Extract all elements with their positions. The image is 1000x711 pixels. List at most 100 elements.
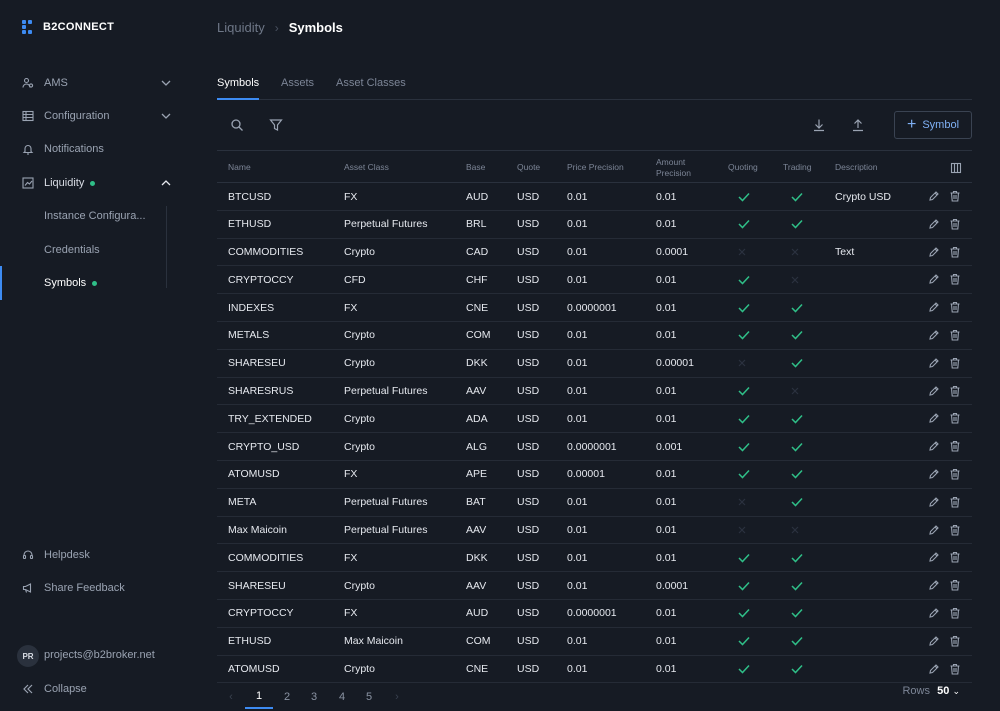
delete-icon[interactable] — [949, 551, 961, 563]
sidebar-item-configuration[interactable]: Configuration — [0, 101, 192, 131]
table-row[interactable]: ATOMUSD Crypto CNE USD 0.01 0.01 — [217, 656, 972, 684]
avatar[interactable]: PR — [17, 645, 39, 667]
page-5-button[interactable]: 5 — [365, 691, 373, 703]
sidebar-item-ams[interactable]: AMS — [0, 68, 192, 98]
column-header-quote[interactable]: Quote — [517, 162, 541, 172]
delete-icon[interactable] — [949, 496, 961, 508]
delete-icon[interactable] — [949, 301, 961, 313]
delete-icon[interactable] — [949, 273, 961, 285]
chart-icon — [22, 177, 34, 189]
edit-icon[interactable] — [928, 496, 940, 508]
table-row[interactable]: Max Maicoin Perpetual Futures AAV USD 0.01 0.… — [217, 517, 972, 545]
sidebar-item-notifications[interactable]: Notifications — [0, 134, 192, 164]
chevron-down-icon[interactable] — [160, 77, 172, 89]
rows-per-page-value: 50 — [937, 685, 950, 697]
column-header-name[interactable]: Name — [228, 162, 251, 172]
table-row[interactable]: SHARESEU Crypto DKK USD 0.01 0.00001 — [217, 350, 972, 378]
user-email[interactable]: projects@b2broker.net — [44, 649, 155, 661]
edit-icon[interactable] — [928, 607, 940, 619]
sidebar-item-share-feedback[interactable]: Share Feedback — [0, 573, 192, 603]
edit-icon[interactable] — [928, 551, 940, 563]
page-4-button[interactable]: 4 — [338, 691, 346, 703]
upload-icon[interactable] — [850, 117, 866, 133]
chevron-down-icon[interactable] — [160, 110, 172, 122]
brand-logo[interactable]: B2CONNECT — [22, 20, 114, 34]
edit-icon[interactable] — [928, 301, 940, 313]
table-row[interactable]: SHARESEU Crypto AAV USD 0.01 0.0001 — [217, 572, 972, 600]
delete-icon[interactable] — [949, 663, 961, 675]
search-icon[interactable] — [229, 117, 245, 133]
table-row[interactable]: METALS Crypto COM USD 0.01 0.01 — [217, 322, 972, 350]
column-header-trading[interactable]: Trading — [783, 162, 812, 172]
edit-icon[interactable] — [928, 440, 940, 452]
table-row[interactable]: SHARESRUS Perpetual Futures AAV USD 0.01 0.01 — [217, 378, 972, 406]
delete-icon[interactable] — [949, 218, 961, 230]
download-icon[interactable] — [811, 117, 827, 133]
edit-icon[interactable] — [928, 468, 940, 480]
delete-icon[interactable] — [949, 385, 961, 397]
table-row[interactable]: TRY_EXTENDED Crypto ADA USD 0.01 0.01 — [217, 405, 972, 434]
sidebar-subitem-symbols[interactable]: Symbols — [0, 268, 192, 298]
edit-icon[interactable] — [928, 218, 940, 230]
table-row[interactable]: META Perpetual Futures BAT USD 0.01 0.01 — [217, 489, 972, 517]
prev-page-icon[interactable]: ‹ — [229, 691, 233, 703]
delete-icon[interactable] — [949, 190, 961, 202]
sidebar-subitem-instance-configuration[interactable]: Instance Configura... — [0, 201, 192, 231]
filter-icon[interactable] — [268, 117, 284, 133]
delete-icon[interactable] — [949, 329, 961, 341]
delete-icon[interactable] — [949, 440, 961, 452]
delete-icon[interactable] — [949, 412, 961, 424]
column-header-quoting[interactable]: Quoting — [728, 162, 758, 172]
column-header-price-precision[interactable]: Price Precision — [567, 162, 624, 172]
delete-icon[interactable] — [949, 607, 961, 619]
tab-asset-classes[interactable]: Asset Classes — [336, 77, 406, 89]
edit-icon[interactable] — [928, 273, 940, 285]
sidebar-item-helpdesk[interactable]: Helpdesk — [0, 540, 192, 570]
edit-icon[interactable] — [928, 385, 940, 397]
delete-icon[interactable] — [949, 357, 961, 369]
add-symbol-button[interactable]: + Symbol — [894, 111, 972, 139]
column-header-amount-precision[interactable]: Amount Precision — [656, 156, 691, 178]
tab-symbols[interactable]: Symbols — [217, 77, 260, 100]
chevron-up-icon[interactable] — [160, 177, 172, 189]
sidebar-subitem-credentials[interactable]: Credentials — [0, 235, 192, 265]
column-header-base[interactable]: Base — [466, 162, 486, 172]
table-row[interactable]: INDEXES FX CNE USD 0.0000001 0.01 — [217, 294, 972, 322]
column-header-asset-class[interactable]: Asset Class — [344, 162, 389, 172]
delete-icon[interactable] — [949, 579, 961, 591]
edit-icon[interactable] — [928, 524, 940, 536]
edit-icon[interactable] — [928, 663, 940, 675]
edit-icon[interactable] — [928, 357, 940, 369]
table-row[interactable]: ATOMUSD FX APE USD 0.00001 0.01 — [217, 461, 972, 489]
cell-price-precision: 0.01 — [567, 524, 588, 537]
delete-icon[interactable] — [949, 524, 961, 536]
edit-icon[interactable] — [928, 190, 940, 202]
edit-icon[interactable] — [928, 246, 940, 258]
table-row[interactable]: COMMODITIES Crypto CAD USD 0.01 0.0001 Text — [217, 239, 972, 267]
table-row[interactable]: CRYPTOCCY CFD CHF USD 0.01 0.01 — [217, 266, 972, 295]
table-row[interactable]: CRYPTO_USD Crypto ALG USD 0.0000001 0.001 — [217, 433, 972, 461]
page-1-button[interactable]: 1 — [245, 685, 273, 709]
delete-icon[interactable] — [949, 246, 961, 258]
delete-icon[interactable] — [949, 468, 961, 480]
columns-settings-icon[interactable] — [950, 151, 962, 184]
table-row[interactable]: BTCUSD FX AUD USD 0.01 0.01 Crypto USD — [217, 183, 972, 211]
next-page-icon[interactable]: › — [395, 691, 399, 703]
edit-icon[interactable] — [928, 579, 940, 591]
table-row[interactable]: ETHUSD Perpetual Futures BRL USD 0.01 0.01 — [217, 211, 972, 239]
breadcrumb-parent[interactable]: Liquidity — [217, 20, 265, 35]
delete-icon[interactable] — [949, 635, 961, 647]
collapse-button[interactable]: Collapse — [0, 674, 192, 704]
edit-icon[interactable] — [928, 329, 940, 341]
column-header-description[interactable]: Description — [835, 162, 878, 172]
page-3-button[interactable]: 3 — [310, 691, 318, 703]
page-2-button[interactable]: 2 — [283, 691, 291, 703]
edit-icon[interactable] — [928, 412, 940, 424]
tab-assets[interactable]: Assets — [281, 77, 315, 89]
edit-icon[interactable] — [928, 635, 940, 647]
table-row[interactable]: ETHUSD Max Maicoin COM USD 0.01 0.01 — [217, 628, 972, 656]
sidebar-item-liquidity[interactable]: Liquidity — [0, 168, 192, 198]
rows-per-page-select[interactable]: 50 ⌄ — [937, 685, 960, 697]
table-row[interactable]: CRYPTOCCY FX AUD USD 0.0000001 0.01 — [217, 600, 972, 628]
table-row[interactable]: COMMODITIES FX DKK USD 0.01 0.01 — [217, 544, 972, 573]
